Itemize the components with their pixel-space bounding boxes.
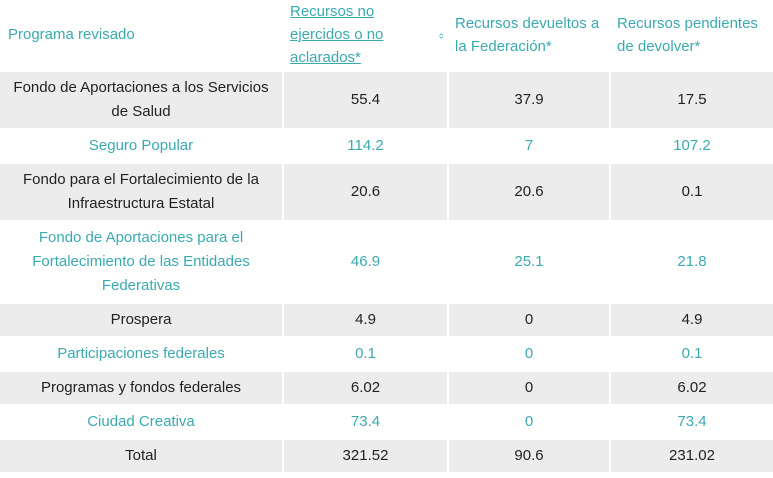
table-row: Programas y fondos federales 6.02 0 6.02 xyxy=(0,370,773,404)
cell-no-ejercidos: 114.2 xyxy=(282,128,447,162)
cell-pendientes: 0.1 xyxy=(609,336,773,370)
header-programa: Programa revisado xyxy=(0,0,282,70)
cell-pendientes: 107.2 xyxy=(609,128,773,162)
cell-pendientes: 231.02 xyxy=(609,438,773,472)
cell-devueltos: 7 xyxy=(447,128,609,162)
cell-program: Fondo de Aportaciones para el Fortalecim… xyxy=(0,220,282,302)
table-header: Programa revisado Recursos no ejercidos … xyxy=(0,0,773,70)
cell-devueltos: 0 xyxy=(447,404,609,438)
cell-program: Prospera xyxy=(0,302,282,336)
cell-devueltos: 37.9 xyxy=(447,70,609,128)
cell-program: Seguro Popular xyxy=(0,128,282,162)
table-row: Prospera 4.9 0 4.9 xyxy=(0,302,773,336)
sort-arrows-icon[interactable] xyxy=(438,30,443,42)
cell-no-ejercidos: 6.02 xyxy=(282,370,447,404)
table-row: Fondo de Aportaciones a los Servicios de… xyxy=(0,70,773,128)
table-row: Fondo de Aportaciones para el Fortalecim… xyxy=(0,220,773,302)
cell-program: Programas y fondos federales xyxy=(0,370,282,404)
cell-program: Total xyxy=(0,438,282,472)
table-row: Fondo para el Fortalecimiento de la Infr… xyxy=(0,162,773,220)
header-no-ejercidos[interactable]: Recursos no ejercidos o no aclarados* xyxy=(282,0,447,70)
cell-devueltos: 0 xyxy=(447,336,609,370)
cell-pendientes: 6.02 xyxy=(609,370,773,404)
header-programa-label: Programa revisado xyxy=(8,26,135,43)
header-pendientes: Recursos pendientes de devolver* xyxy=(609,0,773,70)
table-body: Fondo de Aportaciones a los Servicios de… xyxy=(0,70,773,472)
cell-program: Fondo de Aportaciones a los Servicios de… xyxy=(0,70,282,128)
cell-no-ejercidos: 4.9 xyxy=(282,302,447,336)
cell-program: Ciudad Creativa xyxy=(0,404,282,438)
cell-no-ejercidos: 73.4 xyxy=(282,404,447,438)
cell-no-ejercidos: 46.9 xyxy=(282,220,447,302)
cell-devueltos: 0 xyxy=(447,370,609,404)
cell-pendientes: 17.5 xyxy=(609,70,773,128)
cell-pendientes: 21.8 xyxy=(609,220,773,302)
cell-pendientes: 0.1 xyxy=(609,162,773,220)
cell-devueltos: 20.6 xyxy=(447,162,609,220)
cell-pendientes: 73.4 xyxy=(609,404,773,438)
cell-no-ejercidos: 55.4 xyxy=(282,70,447,128)
header-devueltos: Recursos devueltos a la Federación* xyxy=(447,0,609,70)
total-row: Total 321.52 90.6 231.02 xyxy=(0,438,773,472)
sort-link-no-ejercidos[interactable]: Recursos no ejercidos o no aclarados* xyxy=(290,3,384,66)
header-devueltos-label: Recursos devueltos a la Federación* xyxy=(455,14,600,55)
cell-no-ejercidos: 20.6 xyxy=(282,162,447,220)
table-row: Seguro Popular 114.2 7 107.2 xyxy=(0,128,773,162)
cell-no-ejercidos: 321.52 xyxy=(282,438,447,472)
cell-devueltos: 25.1 xyxy=(447,220,609,302)
header-row: Programa revisado Recursos no ejercidos … xyxy=(0,0,773,70)
cell-devueltos: 90.6 xyxy=(447,438,609,472)
cell-pendientes: 4.9 xyxy=(609,302,773,336)
table-row: Ciudad Creativa 73.4 0 73.4 xyxy=(0,404,773,438)
cell-devueltos: 0 xyxy=(447,302,609,336)
table-row: Participaciones federales 0.1 0 0.1 xyxy=(0,336,773,370)
cell-program: Participaciones federales xyxy=(0,336,282,370)
cell-program: Fondo para el Fortalecimiento de la Infr… xyxy=(0,162,282,220)
cell-no-ejercidos: 0.1 xyxy=(282,336,447,370)
header-pendientes-label: Recursos pendientes de devolver* xyxy=(617,14,758,55)
